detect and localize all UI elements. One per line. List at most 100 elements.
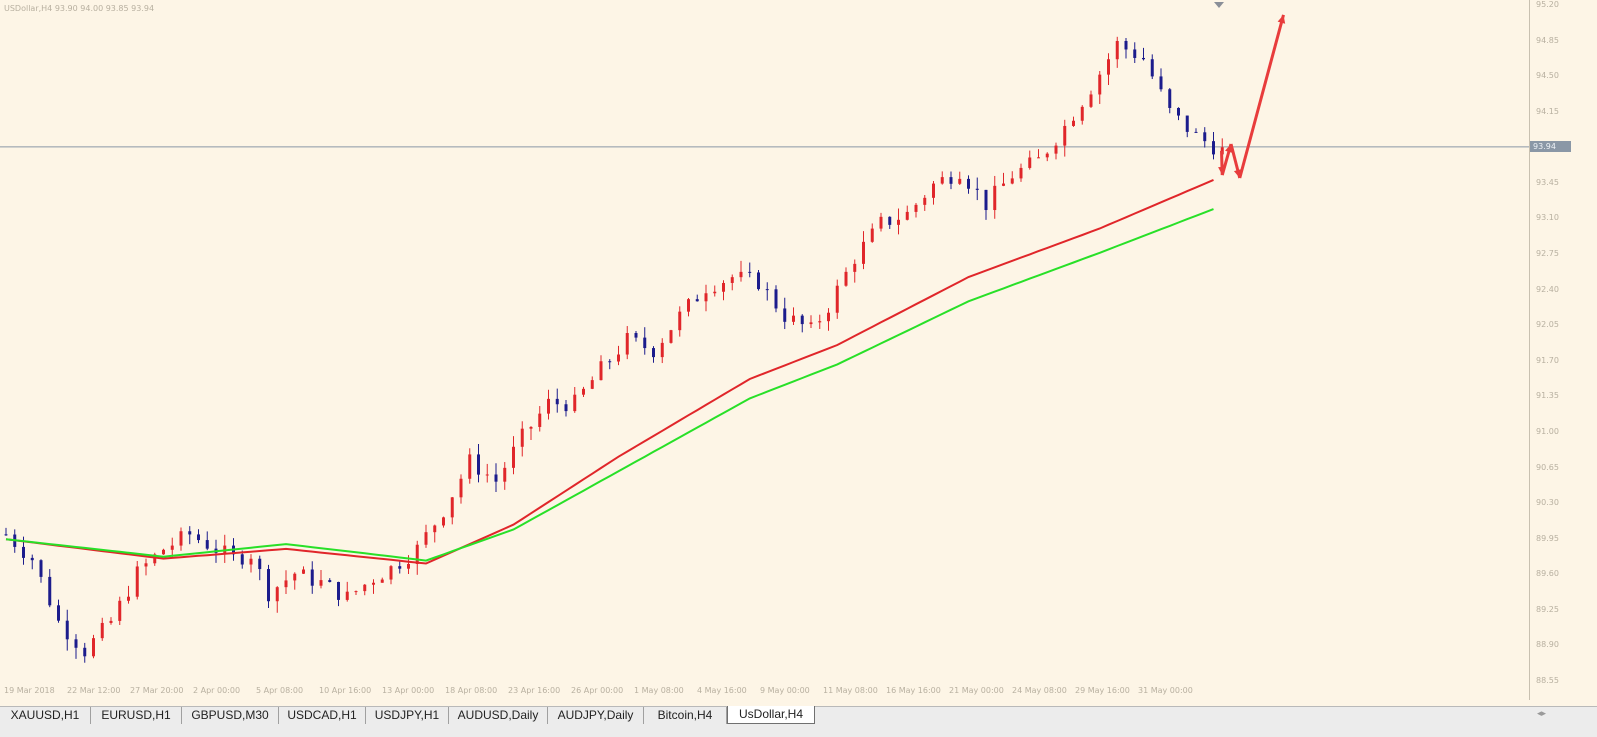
candle	[643, 327, 647, 355]
candle	[118, 596, 122, 625]
candle	[354, 590, 358, 595]
chart-tab-eurusd-h1[interactable]: EURUSD,H1	[91, 707, 182, 724]
candle-body	[1168, 89, 1172, 108]
moving-average-fast	[5, 178, 1214, 565]
candle	[337, 581, 340, 607]
candle-body	[573, 394, 577, 412]
chart-tab-xauusd-h1[interactable]: XAUUSD,H1	[0, 707, 91, 724]
price-scale-label: 90.65	[1536, 462, 1559, 472]
candle	[940, 171, 944, 185]
candle-body	[162, 549, 165, 555]
candle	[319, 569, 323, 589]
candle-body	[345, 591, 349, 600]
candle	[713, 285, 717, 297]
candle-body	[293, 573, 297, 581]
candle	[179, 527, 183, 551]
candle-body	[975, 188, 979, 190]
candle	[477, 443, 480, 483]
chart-tab-audusd-daily[interactable]: AUDUSD,Daily	[449, 707, 548, 724]
candle	[39, 559, 43, 583]
candle	[529, 426, 533, 441]
candle	[984, 189, 988, 220]
tab-scroll-arrows-icon[interactable]: ◂▸	[1537, 709, 1547, 719]
time-axis: 19 Mar 2018 22 Mar 12:00 27 Mar 20:00 2 Apr…	[0, 684, 1529, 700]
candle-body	[783, 308, 787, 322]
symbol-info: USDollar,H4 93.90 94.00 93.85 93.94	[4, 4, 155, 13]
candle	[1010, 171, 1014, 185]
chart-tab-usdjpy-h1[interactable]: USDJPY,H1	[366, 707, 449, 724]
candle-body	[774, 289, 778, 309]
candle-body	[888, 216, 892, 225]
candle	[188, 526, 192, 545]
candle	[1028, 150, 1032, 170]
candle-body	[529, 426, 533, 429]
candle-body	[1080, 106, 1084, 121]
candle-body	[827, 312, 830, 322]
candle	[905, 205, 909, 221]
candle-body	[993, 185, 997, 211]
candle	[774, 285, 778, 313]
price-scale-label: 91.35	[1536, 391, 1559, 401]
candle-body	[1037, 157, 1040, 159]
candle	[634, 330, 638, 342]
candle	[267, 564, 270, 609]
chart-tab-usdollar-h4[interactable]: UsDollar,H4	[727, 706, 815, 724]
candle	[293, 572, 297, 590]
candle	[1159, 68, 1163, 92]
candle-body	[949, 177, 953, 184]
chart-area[interactable]: USDollar,H4 93.90 94.00 93.85 93.94 95.2…	[0, 0, 1597, 716]
candle	[1194, 128, 1198, 133]
candle-body	[1054, 145, 1058, 154]
candle	[92, 634, 95, 659]
candle	[100, 617, 104, 641]
candle	[284, 570, 288, 595]
price-chart[interactable]	[0, 0, 1529, 684]
candle	[144, 558, 148, 576]
candle-body	[923, 197, 927, 205]
moving-average-slow	[5, 208, 1214, 562]
candle	[372, 579, 375, 594]
candle-body	[634, 333, 638, 338]
candle	[65, 609, 69, 651]
time-axis-label: 5 Apr 08:00	[256, 686, 304, 695]
candle-body	[127, 596, 130, 601]
candle	[503, 462, 507, 490]
candle	[302, 566, 305, 575]
candle	[240, 550, 244, 569]
candle	[363, 583, 367, 596]
candle-body	[1072, 120, 1075, 126]
candle-body	[608, 361, 612, 363]
time-axis-label: 29 May 16:00	[1075, 686, 1130, 695]
candle	[879, 212, 883, 232]
chart-shift-marker-icon[interactable]	[1214, 2, 1224, 8]
candle-body	[792, 315, 795, 322]
candle	[914, 203, 918, 218]
candle	[687, 297, 690, 317]
time-axis-label: 26 Apr 00:00	[571, 686, 624, 695]
chart-tab-bitcoin-h4[interactable]: Bitcoin,H4	[644, 707, 727, 724]
candle	[739, 260, 743, 282]
candle-body	[39, 560, 43, 577]
candle-body	[730, 277, 734, 283]
candle	[617, 345, 620, 366]
candle	[870, 223, 874, 243]
candle	[424, 524, 428, 548]
candle-body	[967, 178, 970, 189]
price-scale[interactable]: 95.2094.8594.5094.1593.8093.4593.1092.75…	[1529, 0, 1597, 700]
time-axis-label: 13 Apr 00:00	[382, 686, 435, 695]
time-axis-label: 22 Mar 12:00	[67, 686, 121, 695]
price-scale-label: 93.10	[1536, 213, 1559, 223]
time-axis-label: 2 Apr 00:00	[193, 686, 241, 695]
candle	[442, 516, 445, 528]
chart-tab-usdcad-h1[interactable]: USDCAD,H1	[279, 707, 366, 724]
candle-body	[302, 569, 305, 574]
price-scale-label: 91.70	[1536, 355, 1559, 365]
chart-tab-audjpy-daily[interactable]: AUDJPY,Daily	[548, 707, 644, 724]
candle	[897, 208, 900, 235]
chart-tab-gbpusd-m30[interactable]: GBPUSD,M30	[182, 707, 279, 724]
candle-body	[835, 285, 839, 313]
price-scale-label: 94.85	[1536, 35, 1559, 45]
candle-body	[4, 534, 8, 536]
candle	[415, 540, 419, 575]
candle-body	[1098, 74, 1102, 95]
